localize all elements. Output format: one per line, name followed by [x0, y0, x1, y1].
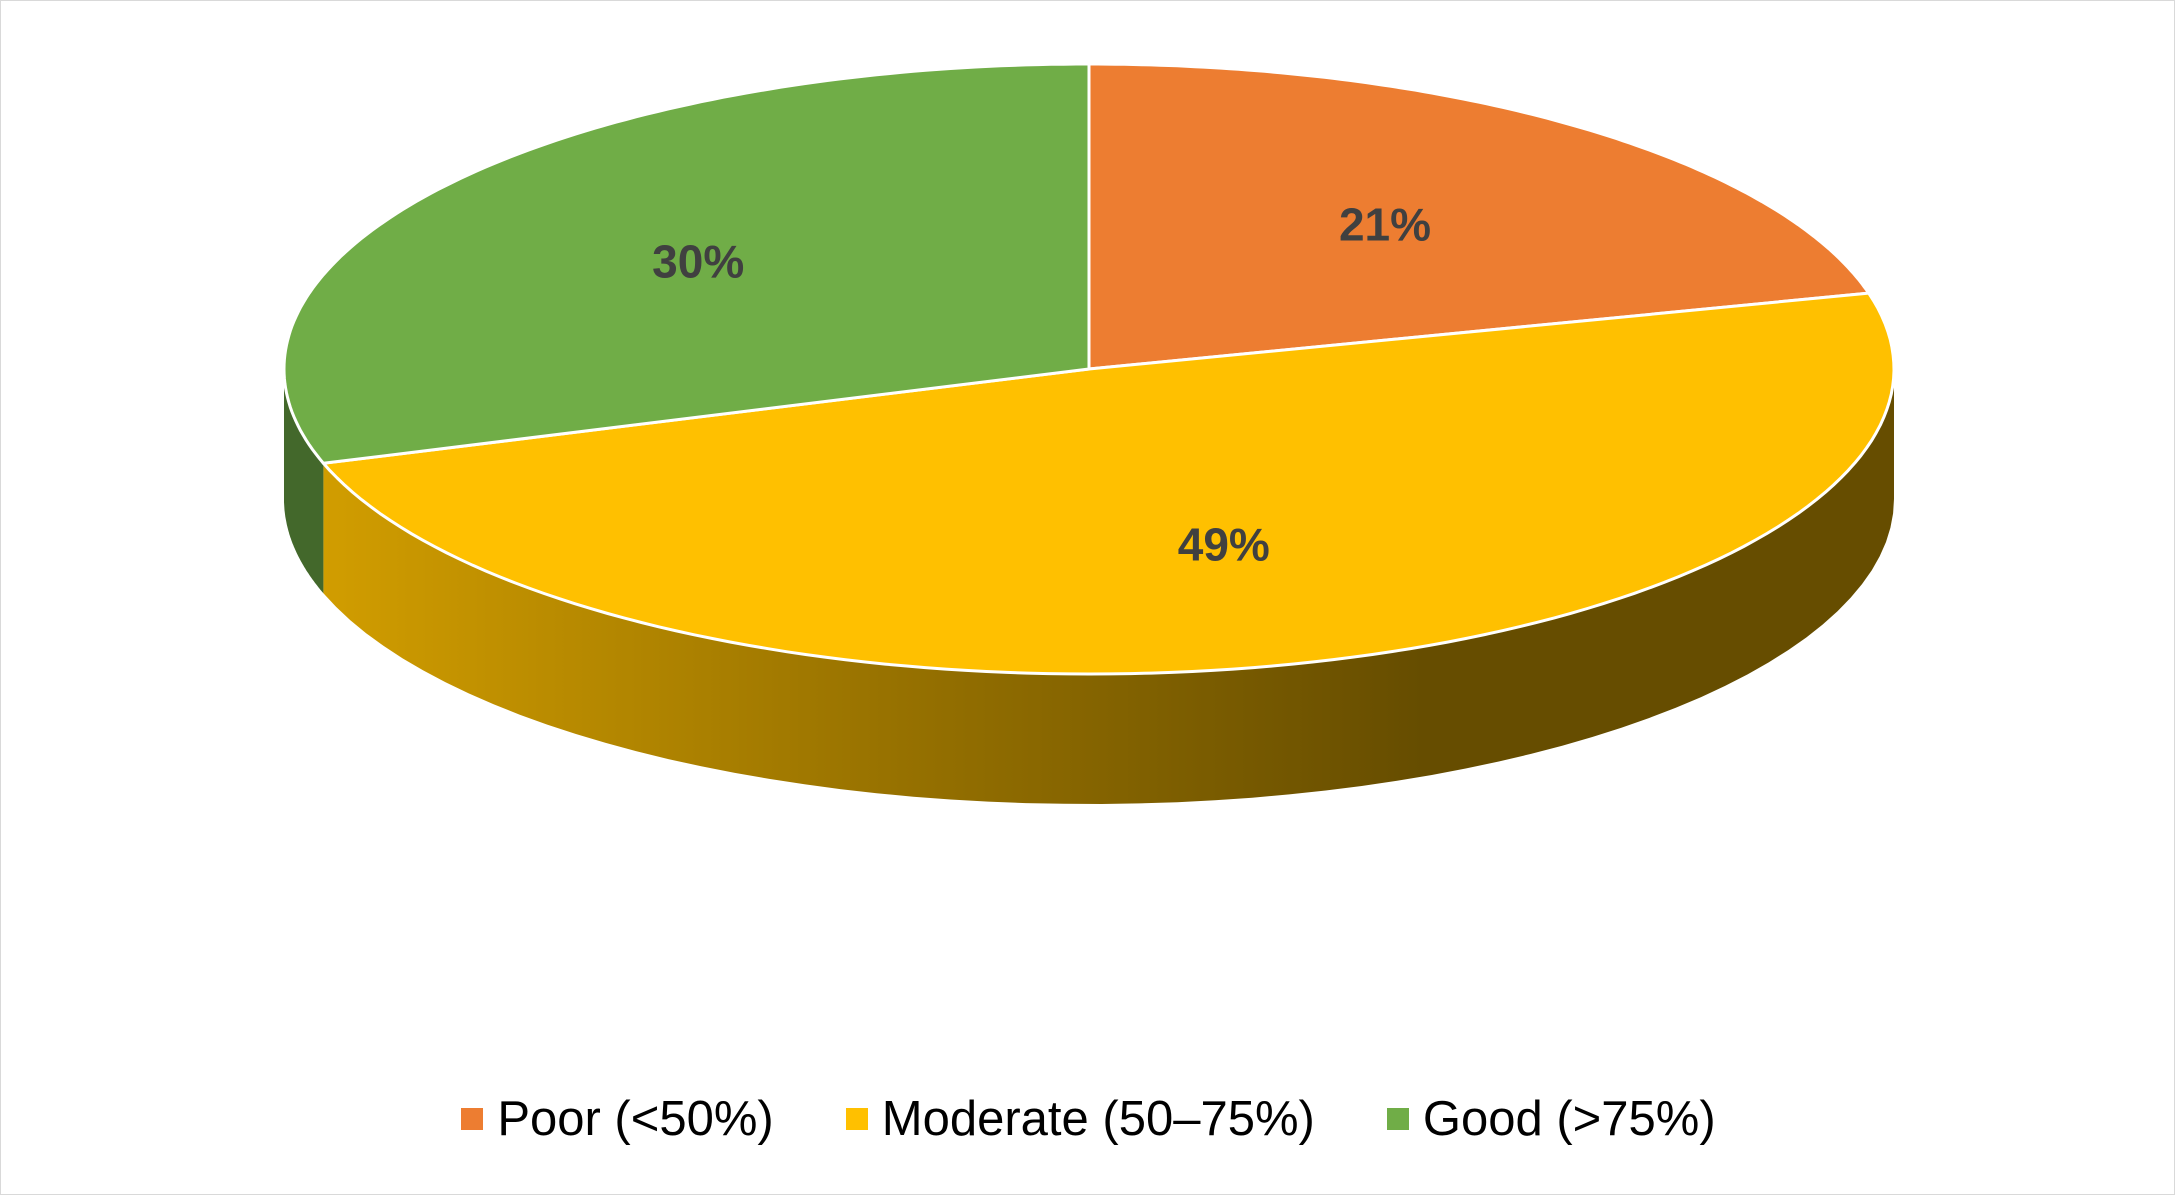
legend-item-poor: Poor (<50%)	[461, 1091, 774, 1147]
pie-slice-moderate	[321, 291, 1896, 676]
pie-tops	[282, 62, 1896, 676]
pie-slice-good	[282, 62, 1091, 465]
pie-slice-poor	[1087, 62, 1871, 371]
data-label-poor: 21%	[1339, 198, 1431, 250]
legend-swatch-poor	[461, 1108, 484, 1130]
pie-labels: 21% 49% 30%	[652, 198, 1431, 570]
pie-side-moderate	[323, 369, 1894, 804]
data-label-good: 30%	[652, 235, 744, 287]
legend-label-good: Good (>75%)	[1422, 1092, 1716, 1146]
data-label-moderate: 49%	[1178, 519, 1270, 571]
legend-swatch-moderate	[845, 1108, 868, 1130]
pie-sides	[284, 369, 1894, 804]
legend-swatch-good	[1386, 1108, 1409, 1130]
legend-item-good: Good (>75%)	[1386, 1091, 1716, 1147]
legend-item-moderate: Moderate (50–75%)	[845, 1091, 1315, 1147]
chart-legend: Poor (<50%) Moderate (50–75%) Good (>75%…	[1, 1079, 2175, 1159]
legend-label-poor: Poor (<50%)	[497, 1092, 774, 1146]
pie-side-good	[284, 369, 324, 594]
legend-label-moderate: Moderate (50–75%)	[881, 1092, 1315, 1146]
